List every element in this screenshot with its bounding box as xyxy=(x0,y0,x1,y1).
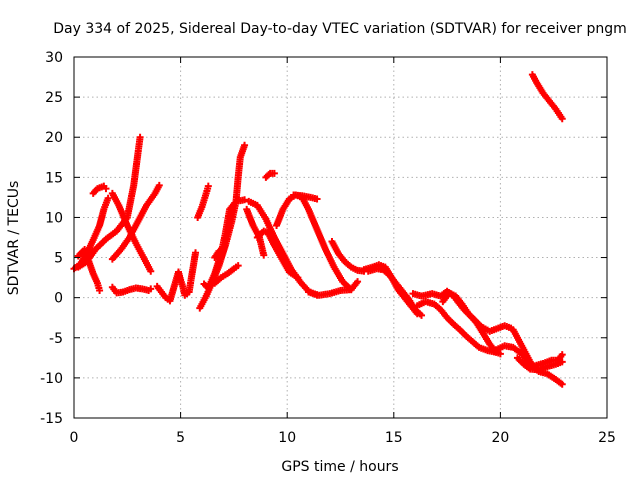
data-point xyxy=(270,169,278,177)
data-point xyxy=(294,274,302,282)
series-arc-rise-b xyxy=(108,181,163,263)
series-arc-hump-11 xyxy=(273,191,355,294)
data-point xyxy=(241,196,249,204)
y-tick-label: -15 xyxy=(40,411,63,427)
y-tick-label: 30 xyxy=(45,50,63,66)
y-tick-label: 15 xyxy=(45,170,63,186)
data-points xyxy=(70,71,566,388)
data-point xyxy=(260,251,268,259)
series-arc-short-g xyxy=(211,245,227,262)
data-point xyxy=(558,380,566,388)
data-point xyxy=(102,185,110,193)
x-tick-label: 10 xyxy=(278,430,296,446)
x-tick-label: 15 xyxy=(385,430,403,446)
series-arc-hump-11b xyxy=(290,191,321,203)
series-arc-cross-fall xyxy=(108,189,155,275)
data-point xyxy=(558,351,566,359)
y-tick-label: 0 xyxy=(54,291,63,307)
x-tick-label: 0 xyxy=(70,430,79,446)
series-arc-rise-d xyxy=(200,196,249,292)
data-point xyxy=(204,182,212,190)
series-arc-peak-9b xyxy=(262,169,278,181)
data-point xyxy=(496,350,504,358)
data-point xyxy=(558,358,566,366)
x-tick-label: 25 xyxy=(598,430,616,446)
series-band-17-19 xyxy=(439,289,515,335)
y-tick-label: -5 xyxy=(49,331,63,347)
series-arc-late-high xyxy=(528,71,566,123)
series-arc-bump-b xyxy=(108,283,155,297)
data-point xyxy=(192,249,200,257)
plot-frame xyxy=(73,56,608,419)
series-arc-cross-rise xyxy=(74,133,144,271)
data-point xyxy=(155,181,163,189)
data-point xyxy=(96,286,104,294)
y-tick-label: 5 xyxy=(54,251,63,267)
chart-title: Day 334 of 2025, Sidereal Day-to-day VTE… xyxy=(53,21,627,37)
series-arc-drop-10b xyxy=(253,227,302,282)
data-point xyxy=(241,141,249,149)
y-tick-label: 20 xyxy=(45,130,63,146)
x-tick-label: 5 xyxy=(176,430,185,446)
axis-ticks: 0 5 10 15 20 25 -15 -10 -5 0 5 10 15 20 25 30 xyxy=(40,50,616,446)
data-point xyxy=(219,245,227,253)
data-point xyxy=(313,195,321,203)
series-arc-short-f xyxy=(211,262,242,287)
data-point xyxy=(354,278,362,286)
series-arc-low-12 xyxy=(305,278,362,299)
y-axis-label: SDTVAR / TECUs xyxy=(6,181,22,296)
data-point xyxy=(147,285,155,293)
series-arc-hump-a xyxy=(89,182,110,197)
series-arc-short-e xyxy=(194,182,212,221)
data-point xyxy=(234,262,242,270)
data-point xyxy=(418,311,426,319)
data-point xyxy=(147,267,155,275)
y-tick-label: 25 xyxy=(45,90,63,106)
x-axis-label: GPS time / hours xyxy=(281,459,398,475)
data-point xyxy=(558,115,566,123)
data-point xyxy=(136,133,144,141)
series-band-21-23c xyxy=(513,354,566,374)
x-tick-label: 20 xyxy=(491,430,509,446)
series-cluster-mid xyxy=(153,249,200,305)
y-tick-label: 10 xyxy=(45,210,63,226)
y-tick-label: -10 xyxy=(40,371,63,387)
data-point xyxy=(104,194,112,202)
